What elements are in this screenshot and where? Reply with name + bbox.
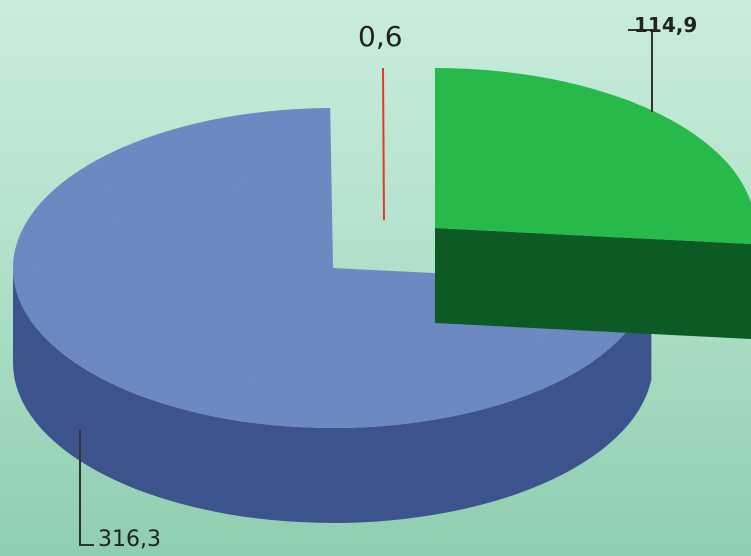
leader-line-blue	[79, 430, 94, 546]
slice-blue-top	[12, 108, 652, 428]
slice-green-front	[435, 228, 751, 340]
data-label-blue: 316,3	[98, 527, 161, 552]
slice-red	[382, 67, 385, 221]
leader-line-green	[628, 29, 653, 112]
slice-blue	[12, 108, 652, 523]
data-label-red: 0,6	[358, 20, 403, 53]
slice-green	[435, 68, 751, 340]
slice-green-top	[435, 68, 751, 245]
slice-blue-side	[13, 268, 652, 523]
data-label-green: 114,9	[634, 13, 697, 37]
